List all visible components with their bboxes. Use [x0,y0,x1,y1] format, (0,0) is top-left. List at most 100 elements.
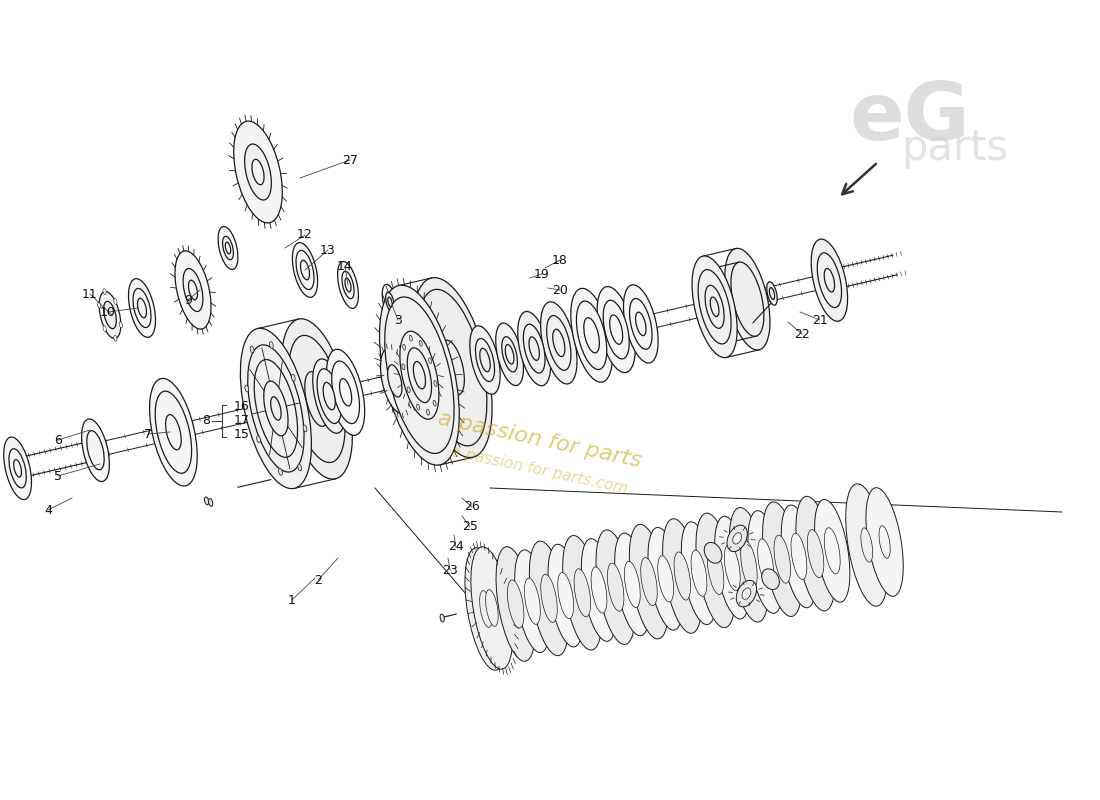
Ellipse shape [879,526,890,558]
Ellipse shape [640,558,657,606]
Ellipse shape [505,345,514,364]
Ellipse shape [233,121,283,223]
Ellipse shape [417,404,419,410]
Ellipse shape [99,291,121,338]
Ellipse shape [471,546,513,670]
Ellipse shape [304,425,307,432]
Ellipse shape [305,371,329,426]
Ellipse shape [312,359,345,434]
Ellipse shape [681,522,716,625]
Ellipse shape [264,381,288,436]
Ellipse shape [205,497,209,505]
Ellipse shape [113,298,117,304]
Ellipse shape [465,548,507,670]
Ellipse shape [502,337,517,372]
Ellipse shape [155,391,191,474]
Ellipse shape [582,538,617,642]
Ellipse shape [525,578,540,624]
Text: 25: 25 [462,521,477,534]
Ellipse shape [150,378,197,486]
Ellipse shape [300,260,309,280]
Ellipse shape [103,302,117,329]
Ellipse shape [781,505,816,608]
Ellipse shape [729,507,769,622]
Ellipse shape [298,464,301,471]
Ellipse shape [485,590,498,626]
Ellipse shape [540,302,578,384]
Text: a passion for parts.com: a passion for parts.com [450,444,629,496]
Ellipse shape [496,323,524,386]
Ellipse shape [727,525,747,552]
Ellipse shape [409,335,412,341]
Ellipse shape [774,535,791,583]
Text: 27: 27 [342,154,358,166]
Ellipse shape [81,419,109,482]
Ellipse shape [9,449,26,488]
Ellipse shape [433,400,436,406]
Ellipse shape [625,562,640,607]
Text: 23: 23 [442,563,458,577]
Ellipse shape [188,280,198,300]
Ellipse shape [824,269,835,292]
Ellipse shape [244,144,272,200]
Text: 11: 11 [82,287,98,301]
Ellipse shape [440,614,444,622]
Text: 10: 10 [100,306,116,318]
Ellipse shape [558,573,573,618]
Ellipse shape [648,527,683,630]
Ellipse shape [296,250,314,290]
Ellipse shape [563,535,602,650]
Text: 8: 8 [202,414,210,427]
Ellipse shape [725,248,770,350]
Ellipse shape [113,335,117,342]
Ellipse shape [615,533,650,636]
Ellipse shape [740,541,757,589]
Ellipse shape [282,318,352,479]
Ellipse shape [338,262,359,309]
Ellipse shape [704,542,722,563]
Ellipse shape [403,344,406,350]
Ellipse shape [398,348,425,406]
Ellipse shape [796,496,835,611]
Text: 19: 19 [535,267,550,281]
Ellipse shape [416,347,439,400]
Ellipse shape [692,256,737,358]
Ellipse shape [584,318,600,353]
Ellipse shape [421,360,433,386]
Ellipse shape [222,236,233,260]
Ellipse shape [609,315,623,344]
Ellipse shape [748,510,783,614]
Ellipse shape [3,437,32,499]
Text: eG: eG [849,79,970,157]
Ellipse shape [736,580,757,607]
Ellipse shape [342,271,354,298]
Ellipse shape [866,488,903,596]
Ellipse shape [711,297,719,317]
Ellipse shape [98,302,101,308]
Ellipse shape [248,345,304,472]
Ellipse shape [386,292,394,312]
Ellipse shape [548,544,583,647]
Text: 2: 2 [315,574,322,586]
Ellipse shape [245,385,249,392]
Ellipse shape [767,282,778,306]
Text: parts: parts [901,127,1009,169]
Ellipse shape [256,436,261,442]
Text: 26: 26 [464,501,480,514]
Text: 1: 1 [288,594,296,606]
Text: a passion for parts: a passion for parts [437,409,644,471]
Text: 21: 21 [812,314,828,326]
Ellipse shape [429,358,431,364]
Ellipse shape [166,414,182,450]
Ellipse shape [762,502,802,617]
Ellipse shape [270,342,273,349]
Ellipse shape [624,285,658,363]
Ellipse shape [475,338,495,382]
Text: 16: 16 [234,401,250,414]
Ellipse shape [791,534,807,579]
Ellipse shape [707,546,724,594]
Text: 9: 9 [184,294,191,306]
Ellipse shape [861,528,872,562]
Text: 20: 20 [552,283,568,297]
Ellipse shape [571,288,613,382]
